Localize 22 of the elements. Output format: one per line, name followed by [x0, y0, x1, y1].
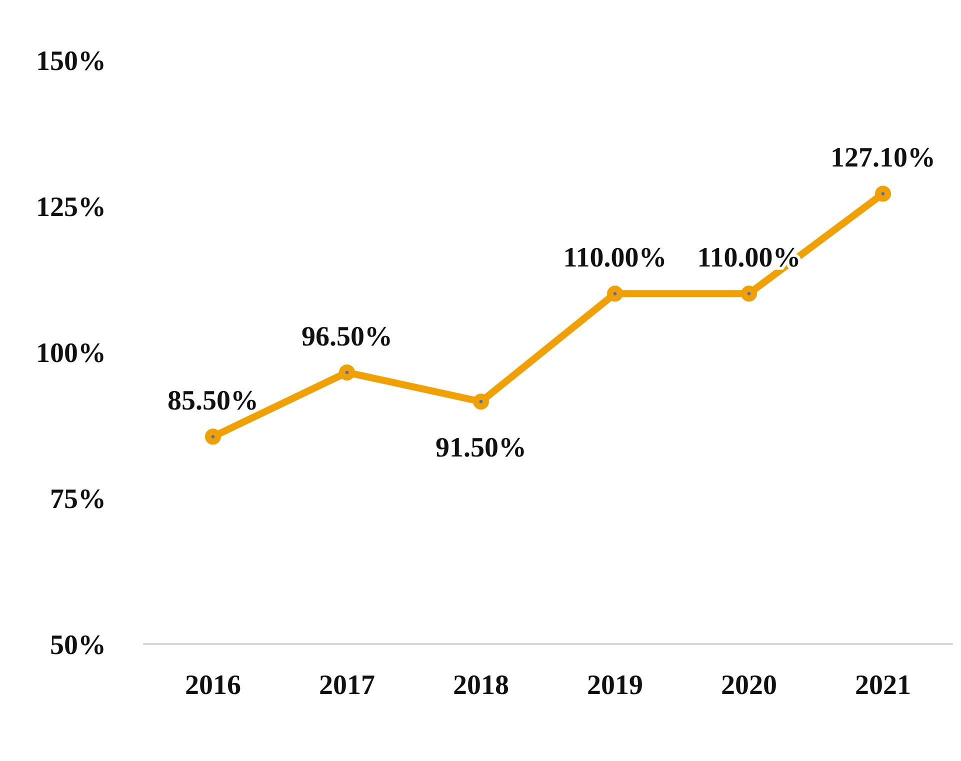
y-tick-label: 75% — [50, 484, 106, 515]
y-tick-label: 50% — [50, 630, 106, 661]
point — [473, 394, 489, 410]
point — [741, 286, 757, 302]
x-tick-label: 2021 — [855, 670, 911, 701]
data-label: 85.50% — [168, 386, 258, 417]
data-label: 127.10% — [830, 142, 936, 174]
x-tick-label: 2017 — [319, 670, 375, 701]
y-tick-label: 150% — [36, 46, 106, 77]
data-label: 110.00% — [563, 242, 667, 274]
point — [339, 364, 355, 380]
point — [875, 186, 891, 202]
x-tick-label: 2020 — [721, 670, 777, 701]
x-tick-label: 2018 — [453, 670, 509, 701]
point — [205, 428, 221, 445]
x-tick-label: 2016 — [185, 670, 241, 701]
y-tick-label: 125% — [36, 192, 106, 223]
point — [607, 286, 623, 302]
y-tick-label: 100% — [36, 338, 106, 369]
data-label: 96.50% — [302, 321, 392, 352]
x-tick-label: 2019 — [587, 670, 643, 701]
data-label: 91.50% — [436, 432, 526, 464]
